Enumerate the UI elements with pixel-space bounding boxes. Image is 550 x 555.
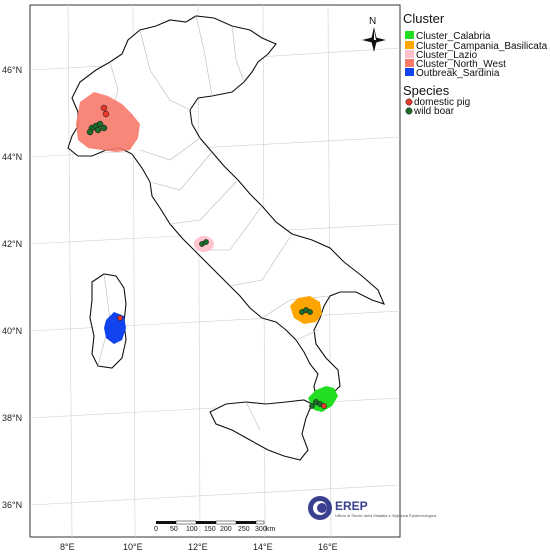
- lat-tick-label: 44°N: [2, 152, 22, 162]
- legend: Cluster Cluster_Calabria Cluster_Campani…: [403, 11, 548, 117]
- scale-tick-label: 50: [170, 526, 178, 533]
- lat-tick-label: 46°N: [2, 65, 22, 75]
- scale-unit: km: [266, 526, 276, 533]
- wild-boar-point: [203, 239, 209, 245]
- lon-tick-label: 10°E: [123, 542, 143, 552]
- wild-boar-point: [94, 126, 102, 134]
- cluster-north-west-area: [76, 92, 140, 152]
- legend-label: Outbreak_Sardinia: [416, 68, 500, 79]
- north-label: N: [369, 16, 376, 27]
- longitude-labels: 8°E 10°E 12°E 14°E 16°E: [60, 542, 338, 552]
- legend-marker-domestic-pig: [405, 98, 413, 106]
- species-legend-title: Species: [403, 83, 450, 98]
- wild-boar-point: [96, 120, 104, 128]
- scale-tick-label: 250: [238, 526, 250, 533]
- legend-label: Cluster_Lazio: [416, 50, 478, 61]
- erep-logo: EREP Ufficio di Studio della Malattia e …: [308, 496, 437, 520]
- domestic-pig-point: [321, 403, 327, 409]
- species-points: [86, 104, 327, 409]
- cluster-legend-title: Cluster: [403, 11, 445, 26]
- wild-boar-point: [100, 124, 108, 132]
- legend-swatch-calabria: [405, 31, 414, 39]
- lat-tick-label: 36°N: [2, 500, 22, 510]
- domestic-pig-point: [100, 104, 108, 112]
- wild-boar-point: [309, 403, 315, 409]
- legend-label: Cluster_Campania_Basilicata: [416, 41, 548, 52]
- lat-tick-label: 38°N: [2, 413, 22, 423]
- cluster-calabria-area: [308, 386, 338, 412]
- logo-subtitle: Ufficio di Studio della Malattia e Vigil…: [335, 513, 437, 518]
- logo-name: EREP: [335, 499, 368, 513]
- lon-tick-label: 12°E: [188, 542, 208, 552]
- domestic-pig-point: [117, 315, 123, 321]
- legend-swatch-lazio: [405, 50, 414, 58]
- latitude-labels: 46°N 44°N 42°N 40°N 38°N 36°N: [2, 65, 22, 510]
- domestic-pig-point: [102, 110, 110, 118]
- legend-swatch-campania-basilicata: [405, 41, 414, 49]
- lon-tick-label: 8°E: [60, 542, 75, 552]
- scale-tick-label: 100: [186, 526, 198, 533]
- legend-swatch-north-west: [405, 59, 414, 67]
- legend-label: Cluster_Calabria: [416, 31, 491, 42]
- sicily: [209, 399, 313, 461]
- north-arrow: N: [362, 16, 386, 52]
- scale-tick-label: 0: [154, 526, 158, 533]
- scale-bar: 0 50 100 150 200 250 300 km: [154, 520, 276, 533]
- lat-tick-label: 40°N: [2, 326, 22, 336]
- legend-label: wild boar: [413, 106, 455, 117]
- scale-tick-label: 150: [204, 526, 216, 533]
- wild-boar-point: [307, 309, 313, 315]
- legend-label: Cluster_North_West: [416, 59, 506, 70]
- legend-swatch-sardinia: [405, 68, 414, 76]
- lon-tick-label: 16°E: [318, 542, 338, 552]
- legend-label: domestic pig: [414, 97, 470, 108]
- legend-marker-wild-boar: [405, 107, 413, 115]
- scale-tick-label: 200: [220, 526, 232, 533]
- lon-tick-label: 14°E: [253, 542, 273, 552]
- scale-tick-label: 300: [255, 526, 267, 533]
- lat-tick-label: 42°N: [2, 239, 22, 249]
- wild-boar-point: [86, 128, 94, 136]
